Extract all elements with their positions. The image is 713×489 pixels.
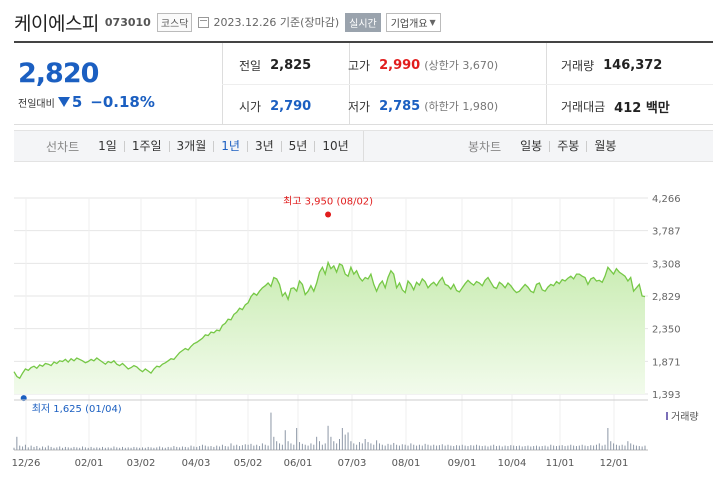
candle-chart-label: 봉차트 <box>468 139 502 154</box>
period-3m[interactable]: 3개월 <box>168 140 214 152</box>
period-1d[interactable]: 1일 <box>98 138 117 153</box>
high-value: 2,990 <box>379 57 421 73</box>
upper-limit: (상한가 3,670) <box>424 59 499 72</box>
candle-chart-periods: 봉차트 일봉 주봉 월봉 <box>468 131 623 161</box>
stock-header: 케이에스피 073010 코스닥 2023.12.26 기준(장마감) 실시간 … <box>14 8 441 36</box>
prev-close: 전일 2,825 <box>239 55 311 75</box>
candle-daily[interactable]: 일봉 <box>520 138 543 153</box>
current-price: 2,820 <box>18 58 99 89</box>
low-price: 저가 2,785 (하한가 1,980) <box>348 96 498 116</box>
lower-limit: (하한가 1,980) <box>424 100 499 113</box>
period-bar: 선차트 1일 1주일 3개월 1년 3년 5년 10년 봉차트 일봉 주봉 월봉 <box>14 130 713 162</box>
y-tick-label: 4,266 <box>652 194 681 205</box>
x-tick-label: 11/01 <box>546 458 575 469</box>
x-tick-label: 09/01 <box>448 458 477 469</box>
change-percent: −0.18% <box>90 93 155 111</box>
price-chart-svg: 4,266 3,787 3,308 2,829 2,350 1,871 1,393 12/26… <box>12 194 699 469</box>
x-tick-label: 12/01 <box>600 458 629 469</box>
change-row: 전일대비 5 −0.18% <box>18 93 155 111</box>
period-1y[interactable]: 1년 <box>213 140 247 152</box>
x-tick-label: 06/01 <box>284 458 313 469</box>
caret-down-icon: ▼ <box>429 17 436 27</box>
company-info-label: 기업개요 <box>390 18 428 30</box>
x-tick-label: 07/03 <box>338 458 367 469</box>
company-info-button[interactable]: 기업개요 ▼ <box>385 12 441 32</box>
y-tick-label: 3,787 <box>652 227 681 238</box>
low-annotation: 최저 1,625 (01/04) <box>32 403 122 415</box>
prev-close-value: 2,825 <box>270 57 312 73</box>
price-summary: 2,820 전일대비 5 −0.18% 전일 2,825 고가 2,990 (상… <box>14 43 713 125</box>
x-tick-label: 04/03 <box>182 458 211 469</box>
stock-code: 073010 <box>104 15 151 29</box>
period-10y[interactable]: 10년 <box>314 140 355 152</box>
high-label: 고가 <box>348 58 371 73</box>
y-tick-label: 2,829 <box>652 292 681 303</box>
low-value: 2,785 <box>379 98 421 114</box>
change-label: 전일대비 <box>18 98 55 110</box>
x-tick-label: 08/01 <box>392 458 421 469</box>
x-tick-label: 05/02 <box>234 458 263 469</box>
period-5y[interactable]: 5년 <box>280 140 315 152</box>
current-price-box: 2,820 전일대비 5 −0.18% <box>14 43 222 125</box>
high-marker <box>325 211 332 218</box>
amount-value: 412 백만 <box>614 100 670 116</box>
price-chart[interactable]: 4,266 3,787 3,308 2,829 2,350 1,871 1,393 12/26… <box>0 170 713 489</box>
header-rule <box>14 41 713 43</box>
trade-amount: 거래대금 412 백만 <box>561 96 670 116</box>
line-chart-periods: 선차트 1일 1주일 3개월 1년 3년 5년 10년 <box>46 131 356 161</box>
volume-value: 146,372 <box>603 57 663 73</box>
stock-name: 케이에스피 <box>14 12 99 35</box>
price-area <box>14 262 645 394</box>
market-badge: 코스닥 <box>156 12 193 32</box>
base-date: 2023.12.26 기준(장마감) <box>213 16 340 29</box>
candle-weekly[interactable]: 주봉 <box>549 140 586 152</box>
y-tick-label: 3,308 <box>652 259 681 270</box>
volume-legend-label: 거래량 <box>671 411 699 423</box>
volume: 거래량 146,372 <box>561 55 662 75</box>
x-tick-label: 02/01 <box>75 458 104 469</box>
x-tick-label: 10/04 <box>498 458 527 469</box>
open-price: 시가 2,790 <box>239 96 311 116</box>
volume-label: 거래량 <box>561 58 595 73</box>
high-annotation: 최고 3,950 (08/02) <box>283 196 373 208</box>
summary-row-divider <box>222 84 713 85</box>
line-chart-label: 선차트 <box>46 139 80 154</box>
y-tick-label: 1,393 <box>652 390 681 401</box>
change-value: 5 <box>71 93 83 111</box>
price-line <box>13 260 646 380</box>
period-divider <box>363 131 364 161</box>
calendar-icon <box>198 16 210 28</box>
open-value: 2,790 <box>270 98 312 114</box>
high-price: 고가 2,990 (상한가 3,670) <box>348 55 498 75</box>
period-1w[interactable]: 1주일 <box>123 140 169 152</box>
open-label: 시가 <box>239 99 262 114</box>
y-tick-label: 2,350 <box>652 325 681 336</box>
amount-label: 거래대금 <box>561 99 606 114</box>
x-tick-label: 12/26 <box>12 458 41 469</box>
prev-close-label: 전일 <box>239 58 262 73</box>
volume-legend-swatch <box>666 412 668 420</box>
x-tick-label: 03/02 <box>127 458 156 469</box>
y-tick-label: 1,871 <box>652 357 681 368</box>
down-arrow-icon <box>57 97 70 107</box>
low-label: 저가 <box>348 99 371 114</box>
period-3y[interactable]: 3년 <box>246 140 281 152</box>
realtime-button[interactable]: 실시간 <box>345 12 381 32</box>
candle-monthly[interactable]: 월봉 <box>586 140 623 152</box>
